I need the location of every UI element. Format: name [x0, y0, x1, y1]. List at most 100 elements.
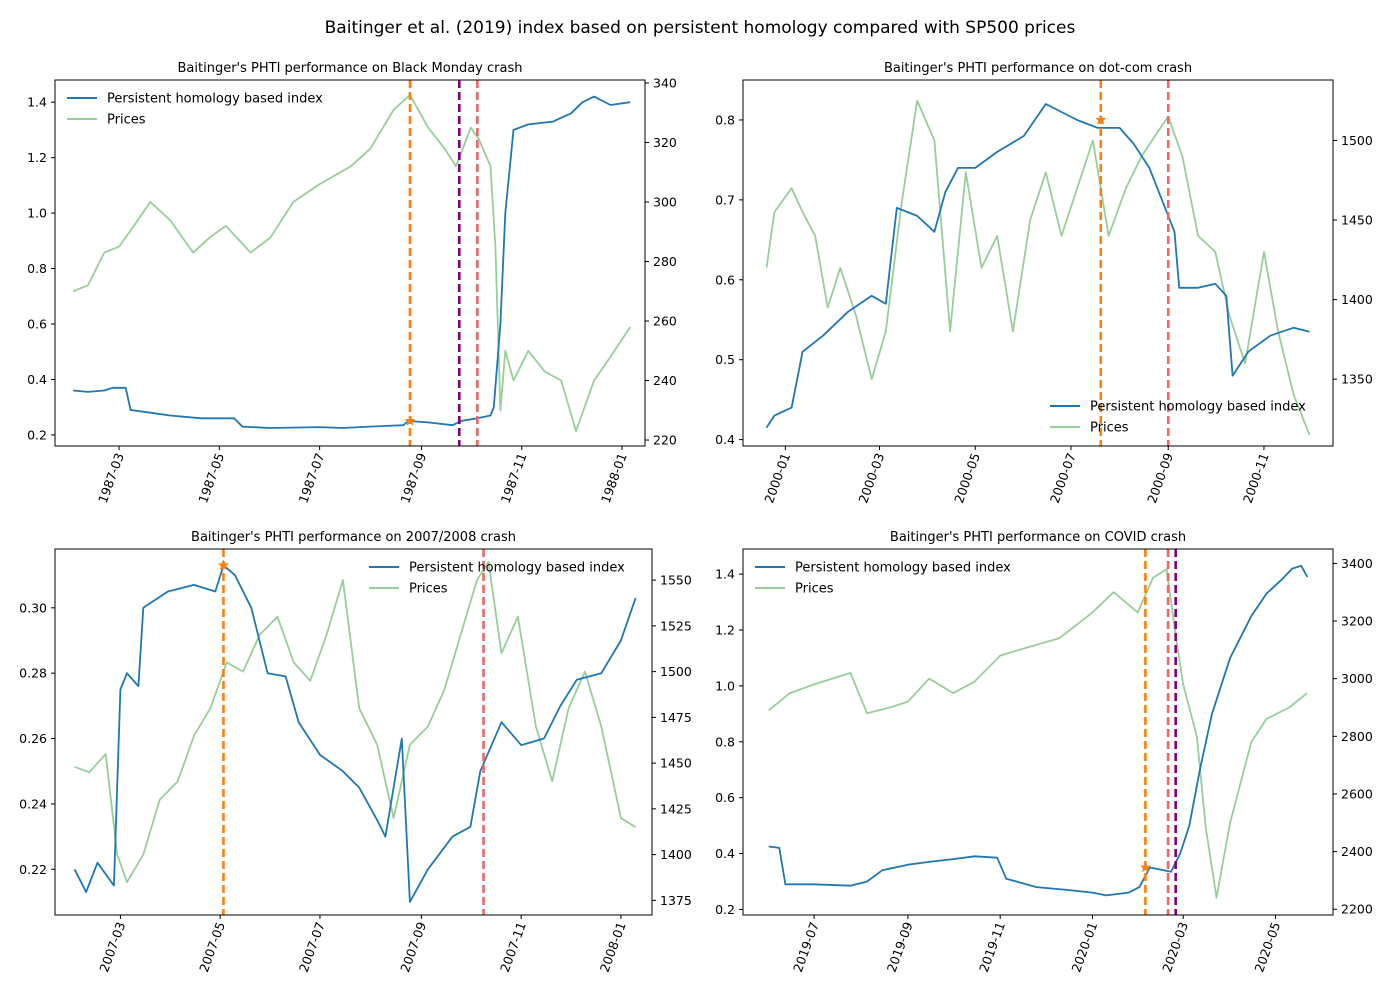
index-line — [768, 564, 1309, 897]
x-tick-label: 2007-09 — [397, 920, 429, 974]
axes-frame — [54, 548, 653, 916]
left-tick-label: 0.7 — [715, 192, 735, 207]
chart-panel-3: Baitinger's PHTI performance on 2007/200… — [19, 530, 692, 974]
x-tick-label: 2008-01 — [597, 920, 629, 974]
right-tick-label: 240 — [653, 373, 677, 388]
left-tick-label: 1.0 — [27, 206, 47, 221]
x-tick-label: 2007-07 — [296, 920, 328, 974]
plot-area — [765, 80, 1311, 446]
left-tick-label: 1.4 — [27, 95, 47, 110]
x-tick-label: 1987-07 — [295, 451, 327, 505]
left-tick-label: 0.22 — [19, 862, 47, 877]
legend-label: Prices — [795, 582, 834, 597]
right-tick-label: 1475 — [660, 710, 692, 725]
panel-title: Baitinger's PHTI performance on Black Mo… — [178, 61, 523, 76]
left-tick-label: 1.2 — [715, 623, 735, 638]
left-tick-label: 0.6 — [715, 272, 735, 287]
plot-area — [73, 549, 637, 915]
axes-frame — [54, 79, 646, 447]
x-tick-label: 2007-11 — [497, 920, 529, 974]
plot-area — [768, 549, 1309, 915]
left-tick-label: 0.8 — [715, 734, 735, 749]
right-tick-label: 1450 — [660, 756, 692, 771]
right-tick-label: 1400 — [1341, 292, 1373, 307]
right-tick-label: 1400 — [660, 847, 692, 862]
right-tick-label: 2400 — [1341, 844, 1373, 859]
legend-label: Persistent homology based index — [795, 561, 1011, 576]
panel-title: Baitinger's PHTI performance on 2007/200… — [191, 530, 516, 545]
left-tick-label: 1.2 — [27, 150, 47, 165]
left-tick-label: 0.4 — [715, 846, 735, 861]
peak-marker — [404, 415, 416, 426]
legend-label: Prices — [1090, 421, 1129, 436]
left-tick-label: 0.6 — [27, 317, 47, 332]
prices-line — [765, 99, 1311, 436]
legend-label: Persistent homology based index — [409, 561, 625, 576]
legend: Persistent homology based index Prices — [755, 561, 1011, 597]
peak-marker — [217, 559, 229, 571]
x-tick-label: 1987-03 — [95, 451, 127, 505]
right-tick-label: 300 — [653, 195, 677, 210]
index-line — [73, 95, 631, 429]
legend-label: Prices — [107, 113, 146, 128]
axes-frame — [742, 79, 1334, 447]
index-line — [73, 564, 637, 903]
x-tick-label: 2019-11 — [976, 920, 1008, 974]
index-line — [765, 103, 1310, 429]
right-tick-label: 1425 — [660, 801, 692, 816]
chart-panel-1: Baitinger's PHTI performance on Black Mo… — [27, 61, 677, 505]
prices-line — [72, 94, 631, 432]
figure-title: Baitinger et al. (2019) index based on p… — [325, 18, 1076, 38]
right-tick-label: 1550 — [660, 573, 692, 588]
peak-marker — [1139, 861, 1151, 873]
right-tick-label: 3000 — [1341, 671, 1373, 686]
right-tick-label: 1450 — [1341, 213, 1373, 228]
x-tick-label: 1987-09 — [397, 451, 429, 505]
right-tick-label: 2200 — [1341, 902, 1373, 917]
right-tick-label: 220 — [653, 433, 677, 448]
legend-label: Persistent homology based index — [1090, 400, 1306, 415]
right-tick-label: 1500 — [660, 664, 692, 679]
x-tick-label: 1987-11 — [498, 451, 530, 505]
left-tick-label: 0.26 — [19, 731, 47, 746]
left-tick-label: 0.2 — [27, 427, 47, 442]
plot-area — [72, 80, 631, 446]
chart-panel-2: Baitinger's PHTI performance on dot-com … — [715, 61, 1373, 505]
x-tick-label: 2000-03 — [855, 451, 887, 505]
left-tick-label: 0.4 — [27, 372, 47, 387]
x-tick-label: 2000-07 — [1047, 451, 1079, 505]
left-tick-label: 0.24 — [19, 796, 47, 811]
x-tick-label: 1988-01 — [598, 451, 630, 505]
right-tick-label: 3400 — [1341, 556, 1373, 571]
x-tick-label: 2000-09 — [1144, 451, 1176, 505]
left-tick-label: 0.4 — [715, 432, 735, 447]
x-tick-label: 2019-09 — [884, 920, 916, 974]
panel-title: Baitinger's PHTI performance on dot-com … — [884, 61, 1192, 76]
right-tick-label: 1500 — [1341, 133, 1373, 148]
x-tick-label: 2000-11 — [1240, 451, 1272, 505]
panel-title: Baitinger's PHTI performance on COVID cr… — [890, 530, 1186, 545]
right-tick-label: 3200 — [1341, 614, 1373, 629]
legend: Persistent homology based index Prices — [369, 561, 625, 597]
axes-frame — [742, 548, 1334, 916]
right-tick-label: 2800 — [1341, 729, 1373, 744]
x-tick-label: 2007-03 — [96, 920, 128, 974]
panels: Baitinger's PHTI performance on Black Mo… — [19, 61, 1373, 974]
x-tick-label: 2020-01 — [1068, 920, 1100, 974]
right-tick-label: 1525 — [660, 618, 692, 633]
x-tick-label: 2000-05 — [951, 451, 983, 505]
legend-label: Prices — [409, 582, 448, 597]
chart-panel-4: Baitinger's PHTI performance on COVID cr… — [715, 530, 1373, 974]
right-tick-label: 320 — [653, 135, 677, 150]
right-tick-label: 340 — [653, 75, 677, 90]
right-tick-label: 1350 — [1341, 372, 1373, 387]
x-tick-label: 2020-03 — [1159, 920, 1191, 974]
right-tick-label: 260 — [653, 314, 677, 329]
prices-line — [74, 560, 637, 883]
left-tick-label: 1.4 — [715, 567, 735, 582]
legend: Persistent homology based index Prices — [67, 92, 323, 128]
x-tick-label: 2019-07 — [790, 920, 822, 974]
peak-marker — [1095, 114, 1107, 125]
left-tick-label: 0.30 — [19, 600, 47, 615]
